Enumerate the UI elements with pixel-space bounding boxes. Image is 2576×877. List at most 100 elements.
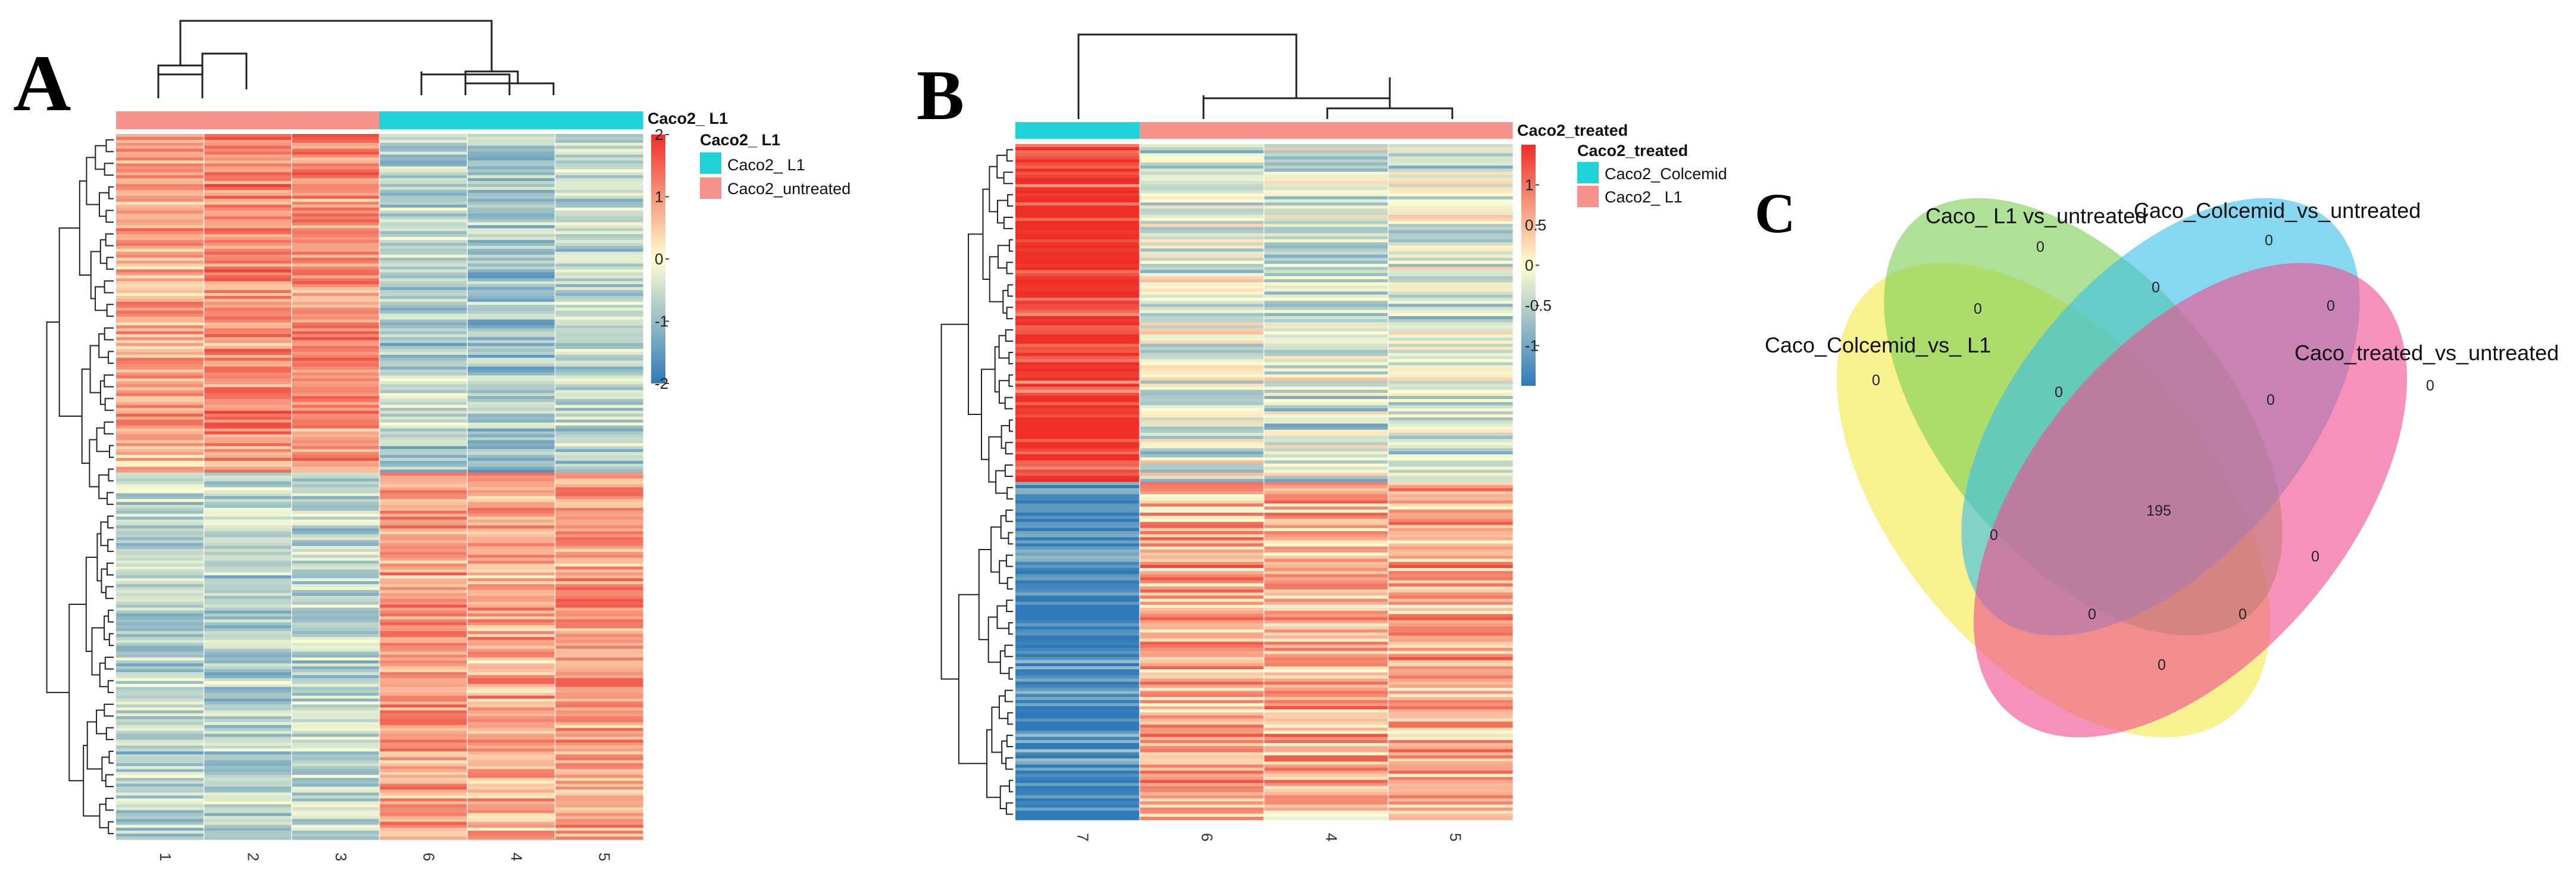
heatmap-cell [1139, 180, 1265, 185]
heatmap-cell [1388, 304, 1513, 308]
heatmap-cell [555, 569, 643, 573]
heatmap-cell [1015, 706, 1140, 710]
heatmap-cell [467, 751, 556, 755]
heatmap-cell [1139, 746, 1265, 750]
heatmap-cell [467, 792, 556, 796]
column-label: 7 [1074, 833, 1092, 841]
heatmap-cell [1388, 651, 1513, 655]
heatmap-cell [1139, 608, 1265, 611]
venn-count: 0 [1990, 527, 1998, 544]
heatmap-cell [292, 631, 380, 635]
heatmap-cell [1139, 304, 1265, 308]
heatmap-cell [1139, 276, 1265, 280]
annotation-cell [1139, 122, 1265, 139]
heatmap-cell [292, 458, 380, 461]
heatmap-cell [292, 452, 380, 455]
heatmap-cell [1264, 654, 1389, 658]
heatmap-cell [116, 757, 205, 761]
heatmap-cell [555, 148, 643, 152]
heatmap-cell [555, 192, 643, 196]
heatmap-cell [1015, 386, 1140, 391]
heatmap-cell [555, 490, 643, 494]
heatmap-cell [379, 695, 468, 699]
heatmap-cell [555, 234, 643, 238]
heatmap-cell [379, 554, 468, 558]
heatmap-cell [116, 201, 205, 205]
heatmap-cell [467, 307, 556, 311]
heatmap-cell [379, 701, 468, 705]
heatmap-cell [1388, 635, 1513, 639]
heatmap-cell [204, 636, 292, 641]
heatmap-cell [1139, 614, 1265, 618]
heatmap-cell [1139, 567, 1265, 572]
heatmap-cell [555, 136, 643, 141]
heatmap-cell [292, 372, 380, 376]
heatmap-cell [1388, 239, 1513, 243]
heatmap-cell [1015, 187, 1140, 191]
heatmap-cell [204, 502, 292, 505]
heatmap-cell [116, 322, 205, 326]
heatmap-cell [292, 201, 380, 205]
heatmap-cell [292, 343, 380, 347]
heatmap-cell [467, 151, 556, 155]
heatmap-cell [379, 151, 468, 155]
heatmap-cell [1388, 632, 1513, 636]
heatmap-cell [204, 695, 292, 699]
heatmap-cell [555, 825, 643, 828]
heatmap-cell [204, 522, 292, 526]
heatmap-cell [555, 219, 643, 223]
heatmap-cell [116, 587, 205, 591]
heatmap-cell [1015, 685, 1140, 688]
heatmap-cell [1388, 328, 1513, 332]
heatmap-cell [1388, 196, 1513, 200]
heatmap-cell [467, 278, 556, 282]
heatmap-cell [1264, 177, 1389, 182]
heatmap-cell [555, 689, 643, 694]
heatmap-cell [1015, 509, 1140, 513]
heatmap-cell [555, 293, 643, 297]
heatmap-cell [292, 331, 380, 335]
annotation-cell [467, 111, 556, 129]
heatmap-cell [379, 537, 468, 541]
heatmap-cell [116, 334, 205, 338]
heatmap-cell [1264, 706, 1389, 710]
heatmap-cell [292, 334, 380, 338]
heatmap-cell [1015, 347, 1140, 351]
heatmap-cell [292, 795, 380, 799]
heatmap-cell [116, 499, 205, 503]
heatmap-cell [204, 616, 292, 620]
heatmap-cell [555, 681, 643, 685]
heatmap-cell [292, 360, 380, 364]
heatmap-cell [379, 510, 468, 514]
heatmap-cell [204, 390, 292, 394]
heatmap-cell [555, 651, 643, 656]
heatmap-cell [555, 481, 643, 485]
heatmap-cell [1015, 405, 1140, 409]
heatmap-cell [379, 778, 468, 782]
heatmap-cell [204, 810, 292, 814]
heatmap-cell [292, 357, 380, 361]
heatmap-cell [292, 816, 380, 820]
heatmap-cell [379, 360, 468, 364]
heatmap-cell [116, 484, 205, 488]
heatmap-cell [1139, 654, 1265, 658]
heatmap-cell [292, 431, 380, 435]
heatmap-cell [1015, 371, 1140, 375]
heatmap-cell [1139, 577, 1265, 581]
heatmap-cell [1264, 307, 1389, 311]
heatmap-cell [1264, 355, 1389, 360]
heatmap-cell [1388, 316, 1513, 320]
heatmap-cell [379, 822, 468, 825]
heatmap-cell [116, 410, 205, 414]
heatmap-cell [555, 296, 643, 299]
heatmap-cell [116, 734, 205, 738]
heatmap-cell [1264, 503, 1389, 507]
heatmap-cell [467, 778, 556, 782]
heatmap-cell [379, 837, 468, 840]
heatmap-cell [1139, 700, 1265, 704]
heatmap-cell [116, 742, 205, 746]
heatmap-cell [116, 272, 205, 276]
heatmap-cell [1388, 531, 1513, 535]
heatmap-cell [204, 513, 292, 517]
heatmap-cell [1015, 629, 1140, 633]
